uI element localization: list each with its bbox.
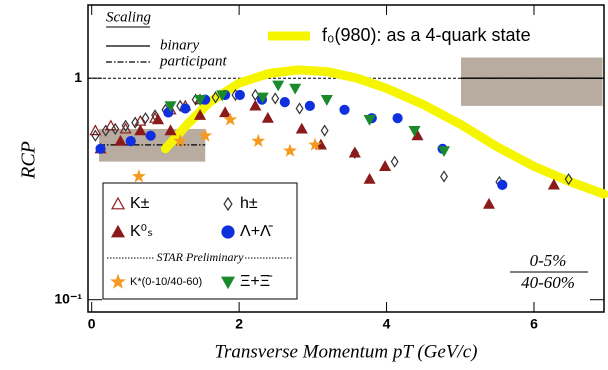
data-point — [131, 169, 146, 183]
data-point — [289, 83, 302, 95]
data-point — [173, 133, 188, 147]
y-axis-label: RCP — [18, 141, 40, 180]
data-point — [251, 133, 266, 147]
legend-marker — [110, 224, 126, 238]
legend-label: Ξ+Ξ̄ — [240, 273, 273, 290]
data-point — [390, 155, 399, 168]
data-point — [339, 104, 350, 115]
data-point — [363, 115, 376, 126]
data-point — [379, 160, 392, 171]
data-point — [145, 130, 156, 141]
x-tick-label: 4 — [383, 316, 391, 332]
legend-marker — [110, 273, 126, 289]
data-point — [125, 135, 136, 147]
data-point — [164, 124, 177, 136]
data-point — [295, 102, 304, 115]
data-point — [272, 80, 285, 92]
data-point — [164, 101, 177, 113]
legend-label: K*(0-10/40-60) — [130, 276, 202, 288]
data-point — [219, 106, 232, 118]
data-point — [104, 119, 117, 131]
data-point — [152, 113, 165, 125]
legend-label: h± — [240, 195, 258, 212]
data-point — [111, 122, 120, 136]
x-tick-label: 2 — [235, 316, 243, 332]
x-tick-label: 0 — [88, 316, 96, 332]
data-point — [101, 124, 110, 137]
data-point — [482, 197, 496, 209]
data-point — [497, 179, 508, 190]
data-point — [547, 178, 560, 190]
data-point — [348, 146, 361, 158]
legend-box — [102, 182, 298, 300]
data-point — [249, 99, 262, 111]
data-point — [363, 172, 376, 184]
data-point — [279, 96, 290, 108]
legend-label: participant — [159, 53, 227, 69]
data-point — [198, 128, 213, 142]
data-point — [131, 116, 140, 129]
data-point — [304, 100, 315, 111]
ratio-top: 0-5% — [530, 251, 567, 270]
legend-marker — [220, 276, 236, 290]
data-point — [194, 95, 207, 106]
data-point — [223, 112, 238, 126]
plot-frame — [87, 4, 605, 313]
data-point — [408, 125, 421, 137]
data-point — [261, 111, 274, 123]
data-point — [438, 146, 451, 158]
data-point — [256, 92, 269, 104]
data-point — [295, 122, 308, 134]
y-tick-label: 10⁻¹ — [54, 290, 82, 306]
scaling-title: Scaling — [106, 9, 151, 25]
annotation: STAR Preliminary — [157, 250, 245, 264]
legend-label: Λ+Λ̄ — [240, 223, 274, 240]
data-point — [216, 90, 229, 102]
legend-label: K± — [130, 195, 150, 212]
data-point — [89, 124, 102, 136]
legend-marker — [221, 225, 235, 239]
data-point — [234, 89, 245, 101]
data-point — [180, 103, 191, 114]
legend-label: f₀(980): as a 4-quark state — [322, 25, 531, 45]
data-point — [91, 129, 100, 142]
ratio-bottom: 40-60% — [521, 273, 575, 292]
uncertainty-band — [460, 57, 603, 106]
data-point — [308, 137, 322, 151]
data-point — [211, 91, 220, 104]
data-point — [271, 92, 280, 105]
x-tick-label: 6 — [530, 316, 538, 332]
legend-label: binary — [160, 37, 200, 53]
data-point — [320, 95, 333, 106]
data-point — [121, 119, 130, 132]
data-point — [176, 99, 185, 112]
legend-label: K⁰ₛ — [130, 223, 153, 240]
data-point — [119, 122, 132, 134]
data-point — [134, 124, 147, 136]
data-point — [283, 143, 297, 157]
data-point — [114, 134, 127, 146]
data-point — [194, 109, 207, 120]
y-tick-label: 1 — [74, 69, 82, 85]
x-axis-label: Transverse Momentum pT (GeV/c) — [215, 341, 478, 362]
data-point — [95, 143, 106, 154]
legend-marker — [223, 196, 233, 212]
data-point — [320, 124, 329, 137]
legend-marker — [110, 196, 126, 210]
data-point — [440, 170, 449, 183]
data-point — [564, 173, 573, 186]
data-point — [141, 112, 150, 125]
data-point — [392, 113, 403, 124]
